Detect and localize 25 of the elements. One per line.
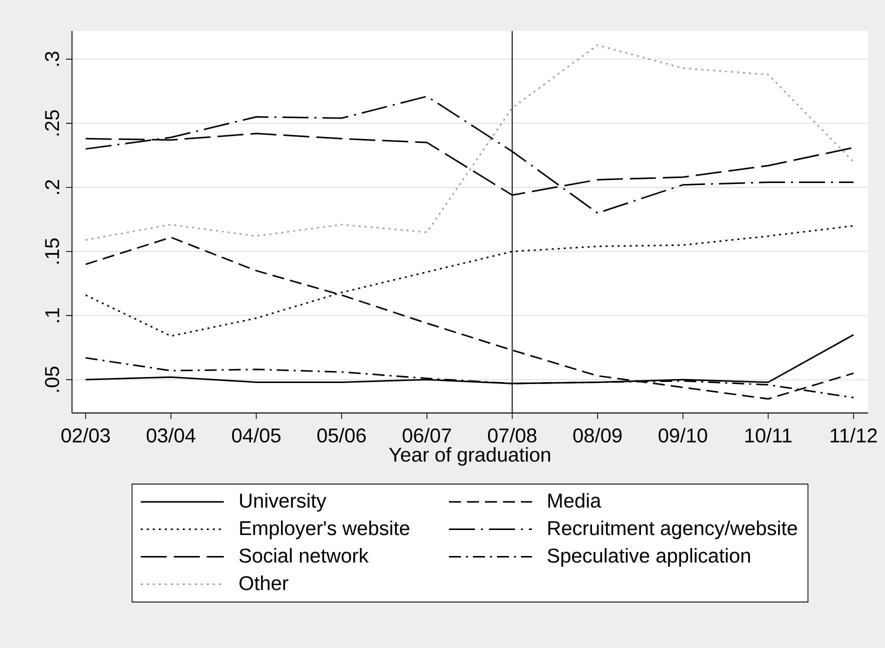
x-tick-label: 08/09 xyxy=(573,428,622,443)
legend-label: Employer's website xyxy=(240,520,410,540)
legend-label: Social network xyxy=(239,548,369,563)
y-tick-label: .15 xyxy=(45,238,60,264)
y-tick-label: .25 xyxy=(44,110,60,136)
x-tick-label: 09/10 xyxy=(658,428,708,443)
x-tick-label: 05/06 xyxy=(317,428,366,443)
x-tick-label: 04/05 xyxy=(232,428,280,443)
x-tick-label: 07/08 xyxy=(488,428,536,443)
legend-label: University xyxy=(240,493,326,512)
x-axis-title: Year of graduation xyxy=(389,447,550,466)
x-tick-label: 10/11 xyxy=(745,428,792,443)
y-tick-label: .05 xyxy=(44,366,60,392)
x-tick-label: 02/03 xyxy=(61,428,110,443)
legend-label: Media xyxy=(548,493,602,508)
y-tick-label: .1 xyxy=(45,308,60,322)
y-tick-label: .3 xyxy=(44,52,60,66)
legend-label: Other xyxy=(240,576,288,590)
x-tick-label: 03/04 xyxy=(146,428,196,443)
x-tick-label: 11/12 xyxy=(830,428,877,443)
legend-label: Recruitment agency/website xyxy=(548,520,798,540)
legend-label: Speculative application xyxy=(548,548,750,567)
y-tick-label: .2 xyxy=(45,180,60,194)
x-tick-label: 06/07 xyxy=(402,428,451,443)
line-series xyxy=(84,44,854,241)
